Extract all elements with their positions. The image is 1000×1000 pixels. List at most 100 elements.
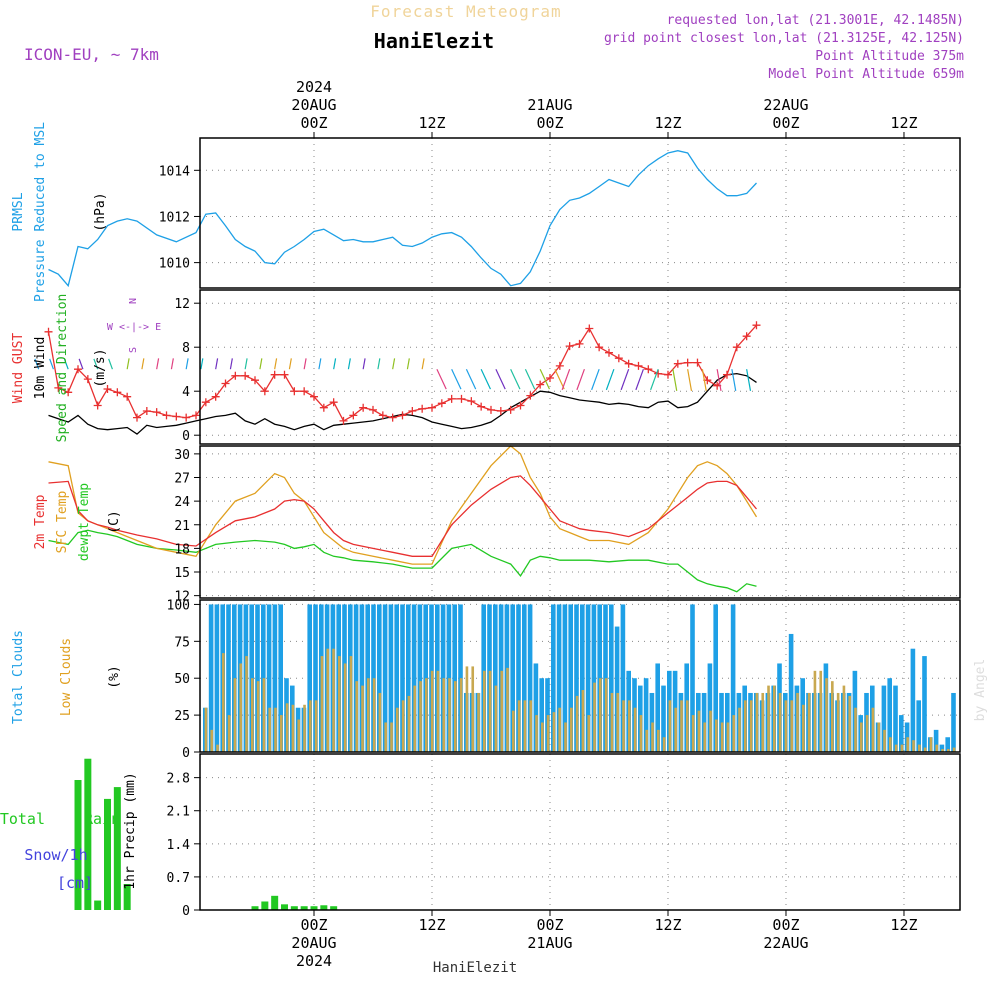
low-cloud-bar [628,700,631,752]
total-cloud-bar [226,604,231,752]
low-cloud-bar [726,722,730,752]
total-cloud-bar [278,604,283,752]
watermark: by Angel [973,659,988,722]
bottom-time-label: 12Z [890,916,917,934]
low-cloud-bar [657,729,660,752]
low-cloud-bar [488,670,492,752]
sfc-temp-label: SFC Temp [55,491,70,554]
gust-marker [722,370,731,379]
y-tick-label: 2.1 [167,805,190,820]
wind-direction-arrow [495,368,506,390]
gust-marker [398,411,407,420]
low-cloud-bar [703,722,707,752]
low-cloud-bar [355,681,359,752]
rain-bar [290,906,298,910]
wind-direction-arrow [650,368,659,391]
low-cloud-bar [662,737,666,752]
low-cloud-bar [529,700,533,752]
low-cloud-bar [918,744,921,752]
wind-direction-arrow [687,369,693,391]
low-cloud-bar [233,678,237,752]
total-cloud-bar [255,604,260,752]
total-cloud-bar [562,604,568,752]
y-tick-label: 0 [182,746,190,761]
total-cloud-bar [382,604,388,752]
low-cloud-bar [819,670,823,752]
low-cloud-bar [680,700,683,752]
total-cloud-bar [551,604,556,752]
y-tick-label: 1010 [159,257,190,272]
total-cloud-bar [452,604,457,752]
temp2m-label: 2m Temp [33,494,48,549]
gust-marker [152,408,161,417]
gust-marker [418,404,427,413]
low-cloud-bar [274,707,277,752]
low-cloud-bar [262,678,266,752]
wind-direction-arrow [591,368,600,391]
low-cloud-bar [291,704,295,752]
gust-marker [693,358,702,367]
rain-bar [261,901,269,910]
snow-label: Snow/1h [24,846,87,864]
low-cloud-bar [622,700,625,752]
compass-we: W <-|-> E [107,322,161,333]
gust-marker [133,413,142,422]
low-cloud-bar [390,722,393,752]
gust-marker [142,407,151,415]
low-cloud-bar [761,692,765,752]
wind-unit: (m/s) [93,348,108,387]
low-cloud-bar [581,690,585,752]
low-cloud-bar [674,707,678,752]
gust-marker [526,391,535,400]
sfc-temp-line [48,445,758,565]
wind-direction-arrow [34,358,40,370]
total-cloud-bar [417,604,423,752]
y-tick-label: 50 [174,672,190,687]
low-cloud-bar [947,749,950,752]
panel-frame [199,289,961,445]
low-cloud-bar [755,692,759,752]
total-cloud-bar [377,604,382,752]
total-cloud-bar [951,692,956,752]
low-cloud-bar [384,722,388,752]
gust-marker [408,407,417,415]
low-cloud-bar [697,710,701,752]
gust-marker [673,359,682,368]
gust-marker [732,343,741,352]
wind-direction-arrow [510,368,521,390]
wind-direction-arrow [524,368,536,390]
low-clouds-label: Low Clouds [59,638,74,716]
panel-frame [199,445,961,599]
low-cloud-bar [639,715,643,752]
low-cloud-bar [854,707,857,752]
top-time-label: 12Z [654,114,681,132]
rain-bar [310,906,318,910]
rain-bar [271,895,279,910]
temp-unit: (C) [107,510,122,533]
low-cloud-bar [720,722,724,752]
total-cloud-bar [208,604,214,752]
y-tick-label: 30 [174,448,190,463]
low-cloud-bar [413,685,417,752]
total-cloud-bar [707,663,713,752]
low-cloud-bar [326,648,330,752]
dewpt-label: dewpt Temp [77,483,92,561]
total-cloud-bar [591,604,597,752]
low-cloud-bar [668,700,672,752]
low-cloud-bar [802,704,805,752]
gust-marker [290,387,299,396]
wind-direction-arrow [215,358,219,370]
rain-bar [330,906,338,910]
total-cloud-bar [655,663,660,752]
y-tick-label: 15 [174,566,190,581]
pressure-unit: (hPa) [93,192,108,231]
grid-point-coords: grid point closest lon,lat (21.3125E, 42… [604,31,964,46]
low-cloud-bar [251,678,254,752]
low-cloud-bar [807,692,811,752]
gust-marker [506,405,515,414]
low-cloud-bar [691,715,695,752]
low-cloud-bar [517,700,521,752]
total-cloud-bar [916,700,921,752]
total-cloud-bar [609,604,614,752]
snow-unit-label: [cm] [57,874,93,892]
